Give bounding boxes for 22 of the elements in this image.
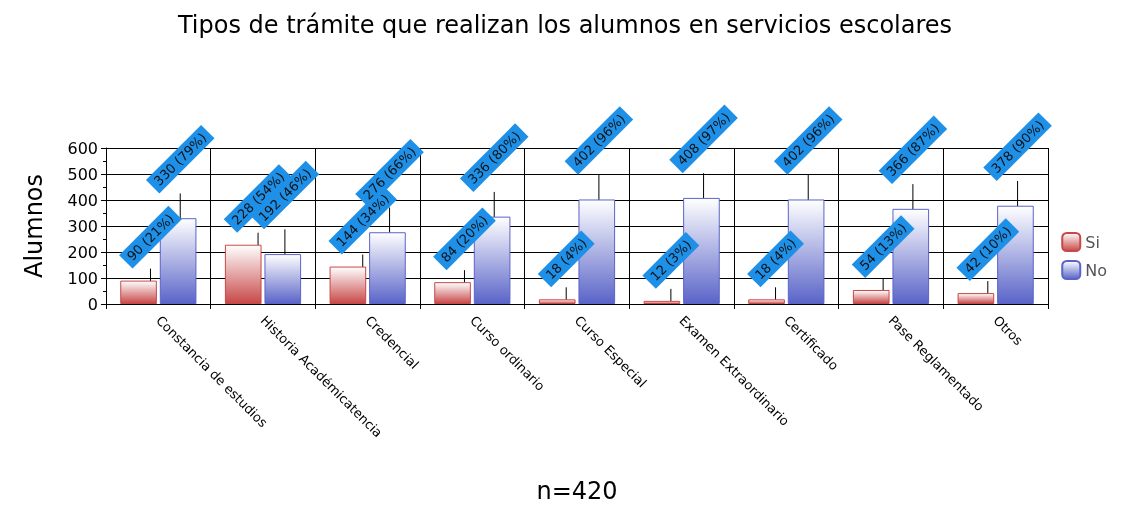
y-tick-label: 200 xyxy=(67,242,98,262)
bar xyxy=(852,289,890,304)
bar xyxy=(434,282,471,304)
bar xyxy=(329,266,367,304)
y-tick-label: 300 xyxy=(67,216,98,236)
y-tick-label: 600 xyxy=(67,138,98,158)
y-tick-label: 0 xyxy=(87,294,98,314)
y-tick-label: 100 xyxy=(67,268,98,288)
y-tick-label: 500 xyxy=(67,164,98,184)
legend-label: Si xyxy=(1085,232,1100,252)
chart-title: Tipos de trámite que realizan los alumnos en servicios escolares xyxy=(176,11,953,39)
bar xyxy=(538,299,576,304)
bar xyxy=(957,293,995,304)
x-axis-title: n=420 xyxy=(536,477,618,505)
legend-label: No xyxy=(1085,260,1108,280)
y-axis-title: Alumnos xyxy=(20,173,48,279)
bar xyxy=(643,300,681,304)
bar xyxy=(224,244,262,304)
bar xyxy=(748,299,785,304)
bar xyxy=(120,280,157,304)
bar xyxy=(264,254,302,304)
y-tick-label: 400 xyxy=(67,190,98,210)
